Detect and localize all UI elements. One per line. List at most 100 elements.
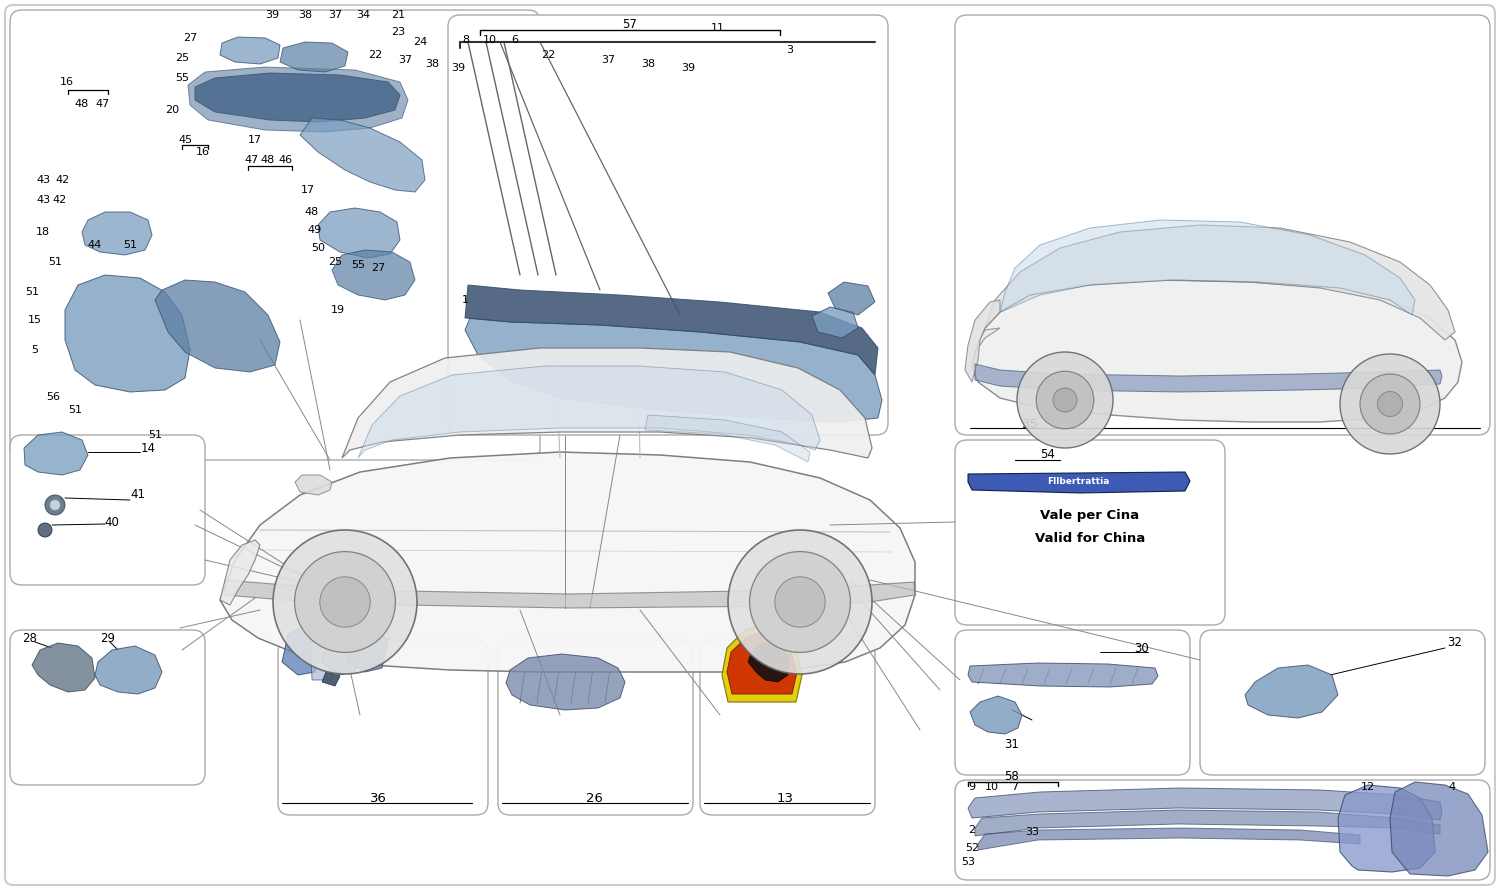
Polygon shape xyxy=(348,625,388,672)
Text: 37: 37 xyxy=(398,55,412,65)
Text: 29: 29 xyxy=(100,632,116,644)
Polygon shape xyxy=(1390,782,1488,876)
Polygon shape xyxy=(968,663,1158,687)
Text: 38: 38 xyxy=(424,59,439,69)
Text: 39: 39 xyxy=(266,10,279,20)
Text: 45: 45 xyxy=(178,135,192,145)
Text: 55: 55 xyxy=(176,73,189,83)
Text: 12: 12 xyxy=(1360,782,1376,792)
Text: 23: 23 xyxy=(392,27,405,37)
Polygon shape xyxy=(318,208,400,258)
Polygon shape xyxy=(154,280,280,372)
Circle shape xyxy=(1036,371,1094,429)
Text: 30: 30 xyxy=(1134,642,1149,654)
Text: 5: 5 xyxy=(32,345,39,355)
Text: 16: 16 xyxy=(60,77,74,87)
Polygon shape xyxy=(220,540,260,605)
Polygon shape xyxy=(322,672,340,686)
Text: 48: 48 xyxy=(304,207,320,217)
Circle shape xyxy=(1053,388,1077,412)
Polygon shape xyxy=(506,654,626,710)
FancyBboxPatch shape xyxy=(956,630,1190,775)
Polygon shape xyxy=(978,828,1360,850)
Text: 26: 26 xyxy=(585,791,603,805)
Text: 51: 51 xyxy=(123,240,136,250)
Polygon shape xyxy=(970,696,1022,734)
FancyBboxPatch shape xyxy=(278,640,488,815)
Polygon shape xyxy=(465,285,878,375)
Text: 11: 11 xyxy=(711,23,724,33)
Text: 36: 36 xyxy=(369,791,387,805)
Text: 4: 4 xyxy=(1449,782,1455,792)
Circle shape xyxy=(1017,352,1113,448)
Text: 32: 32 xyxy=(1448,635,1462,649)
Text: 7: 7 xyxy=(1011,782,1019,792)
Text: 34: 34 xyxy=(356,10,370,20)
Text: 14: 14 xyxy=(141,441,156,455)
Polygon shape xyxy=(358,366,820,458)
Polygon shape xyxy=(296,475,332,495)
Circle shape xyxy=(45,495,64,515)
Text: 25: 25 xyxy=(176,53,189,63)
Polygon shape xyxy=(220,37,280,64)
Text: 15: 15 xyxy=(28,315,42,325)
Polygon shape xyxy=(220,452,915,672)
Text: Valid for China: Valid for China xyxy=(1035,531,1144,545)
Text: 58: 58 xyxy=(1005,771,1020,783)
Text: 22: 22 xyxy=(542,50,555,60)
Text: 19: 19 xyxy=(332,305,345,315)
Text: 25: 25 xyxy=(328,257,342,267)
Text: 53: 53 xyxy=(962,857,975,867)
Polygon shape xyxy=(32,643,94,692)
Polygon shape xyxy=(972,280,1462,422)
Polygon shape xyxy=(986,225,1455,340)
Text: 16: 16 xyxy=(196,147,210,157)
Text: 2: 2 xyxy=(969,825,975,835)
Polygon shape xyxy=(280,42,348,72)
Text: 47: 47 xyxy=(96,99,109,109)
Text: 18: 18 xyxy=(36,227,50,237)
Text: 38: 38 xyxy=(640,59,656,69)
Text: 20: 20 xyxy=(165,105,178,115)
Text: 51: 51 xyxy=(68,405,82,415)
Polygon shape xyxy=(195,73,400,122)
Circle shape xyxy=(38,523,52,537)
Circle shape xyxy=(1360,374,1420,434)
Circle shape xyxy=(1340,354,1440,454)
Text: 48: 48 xyxy=(261,155,274,165)
Polygon shape xyxy=(968,788,1442,820)
FancyBboxPatch shape xyxy=(10,630,206,785)
FancyBboxPatch shape xyxy=(10,435,206,585)
Text: 56: 56 xyxy=(46,392,60,402)
Text: 47: 47 xyxy=(244,155,260,165)
FancyBboxPatch shape xyxy=(1200,630,1485,775)
Text: 27: 27 xyxy=(183,33,196,43)
Text: 8: 8 xyxy=(462,35,470,45)
FancyBboxPatch shape xyxy=(10,10,540,460)
Text: 31: 31 xyxy=(1005,739,1020,751)
Circle shape xyxy=(750,552,850,652)
FancyBboxPatch shape xyxy=(4,5,1496,885)
Circle shape xyxy=(50,500,60,510)
FancyBboxPatch shape xyxy=(956,780,1490,880)
Text: 33: 33 xyxy=(1024,827,1039,837)
Text: 28: 28 xyxy=(22,632,38,644)
Text: 43: 43 xyxy=(36,175,50,185)
Text: 52: 52 xyxy=(964,843,980,853)
Polygon shape xyxy=(225,580,915,608)
Circle shape xyxy=(294,552,396,652)
Polygon shape xyxy=(322,625,362,675)
Polygon shape xyxy=(722,624,803,702)
Text: 44: 44 xyxy=(88,240,102,250)
Text: 10: 10 xyxy=(986,782,999,792)
Text: 51: 51 xyxy=(48,257,62,267)
Text: 38: 38 xyxy=(298,10,312,20)
Text: 55: 55 xyxy=(351,260,364,270)
Text: 42: 42 xyxy=(53,195,68,205)
Text: 6: 6 xyxy=(512,35,519,45)
Text: 51: 51 xyxy=(26,287,39,297)
Text: 57: 57 xyxy=(622,18,638,30)
Circle shape xyxy=(776,577,825,627)
Text: 54: 54 xyxy=(1041,449,1056,462)
Text: Vale per Cina: Vale per Cina xyxy=(1041,508,1140,522)
